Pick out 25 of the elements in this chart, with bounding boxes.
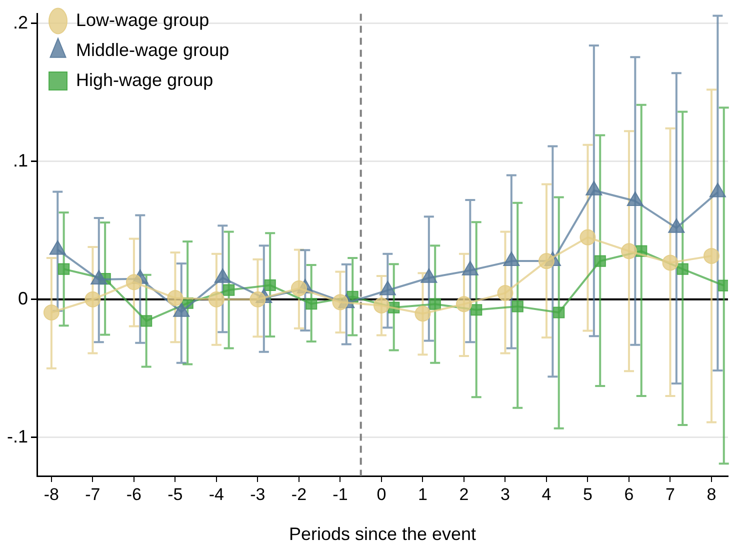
x-tick-label: 2 — [459, 484, 469, 504]
y-tick-label: .2 — [12, 12, 28, 32]
x-tick-label: -7 — [85, 484, 100, 504]
y-tick-label: .1 — [12, 150, 28, 170]
x-tick-label: 6 — [624, 484, 634, 504]
x-tick-label: -6 — [126, 484, 142, 504]
x-tick-label: 1 — [418, 484, 428, 504]
y-tick-label: 0 — [18, 288, 28, 308]
x-tick-label: -1 — [332, 484, 348, 504]
x-tick-label: -3 — [250, 484, 266, 504]
legend-label: Middle-wage group — [76, 40, 230, 60]
x-tick-label: -4 — [208, 484, 224, 504]
y-tick-label: -.1 — [6, 426, 28, 446]
x-tick-label: 4 — [542, 484, 552, 504]
x-tick-label: -2 — [291, 484, 307, 504]
x-tick-label: 8 — [706, 484, 716, 504]
legend-label: Low-wage group — [76, 10, 210, 30]
x-tick-label: -8 — [44, 484, 60, 504]
legend-label: High-wage group — [76, 70, 214, 90]
x-axis-title: Periods since the event — [288, 524, 476, 544]
x-tick-label: -5 — [168, 484, 183, 504]
x-tick-label: 5 — [583, 484, 592, 504]
x-tick-label: 0 — [376, 484, 386, 504]
x-tick-label: 3 — [500, 484, 510, 504]
x-tick-label: 7 — [666, 484, 675, 504]
